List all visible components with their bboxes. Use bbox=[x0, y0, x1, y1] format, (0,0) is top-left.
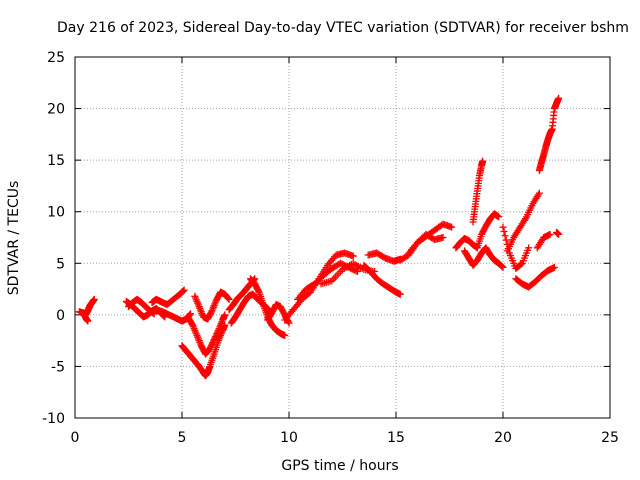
x-tick-label: 20 bbox=[494, 430, 512, 446]
data-point bbox=[504, 245, 512, 253]
data-point bbox=[448, 223, 456, 231]
data-point bbox=[479, 157, 487, 165]
data-point bbox=[503, 240, 511, 248]
data-point bbox=[206, 345, 214, 353]
data-point bbox=[221, 311, 229, 319]
y-tick-label: 15 bbox=[47, 153, 65, 169]
data-point bbox=[353, 268, 361, 276]
chart-title: Day 216 of 2023, Sidereal Day-to-day VTE… bbox=[57, 20, 629, 36]
data-point bbox=[501, 232, 509, 240]
y-tick-label: 10 bbox=[47, 205, 65, 221]
data-point bbox=[212, 333, 220, 341]
data-point bbox=[495, 213, 503, 221]
y-tick-label: -10 bbox=[42, 411, 65, 427]
data-point bbox=[180, 286, 188, 294]
data-point bbox=[535, 189, 543, 197]
data-point bbox=[498, 262, 506, 270]
data-point bbox=[179, 287, 187, 295]
data-point bbox=[396, 290, 404, 298]
y-tick-label: 20 bbox=[47, 102, 65, 118]
data-point bbox=[84, 317, 92, 325]
y-tick-label: 5 bbox=[56, 256, 65, 272]
data-point bbox=[498, 263, 506, 271]
data-point bbox=[187, 310, 195, 318]
data-point bbox=[209, 339, 217, 347]
data-point bbox=[439, 234, 447, 241]
data-point bbox=[210, 336, 218, 344]
data-point bbox=[207, 308, 215, 316]
data-point bbox=[225, 295, 233, 303]
data-point bbox=[349, 252, 357, 260]
data-point bbox=[502, 236, 510, 244]
y-tick-label: 0 bbox=[56, 308, 65, 324]
data-point bbox=[207, 343, 215, 351]
tick-labels: 0 5 10 15 20 25 -10 -5 0 5 10 15 20 25 bbox=[42, 50, 619, 446]
data-point bbox=[211, 334, 219, 342]
y-tick-label: 25 bbox=[47, 50, 65, 66]
data-point bbox=[499, 263, 507, 271]
x-tick-label: 10 bbox=[280, 430, 298, 446]
data-point bbox=[285, 319, 293, 327]
data-point bbox=[254, 287, 262, 295]
data-point bbox=[546, 230, 554, 238]
data-point bbox=[214, 328, 222, 336]
x-tick-label: 5 bbox=[178, 430, 187, 446]
y-axis-label: SDTVAR / TECUs bbox=[6, 181, 22, 296]
data-point bbox=[207, 342, 215, 350]
x-tick-label: 0 bbox=[71, 430, 80, 446]
data-point bbox=[500, 227, 508, 235]
data-point bbox=[555, 94, 563, 102]
data-point bbox=[525, 244, 533, 252]
data-point bbox=[212, 331, 220, 339]
y-tick-label: -5 bbox=[51, 359, 65, 375]
data-point bbox=[281, 331, 289, 339]
data-points bbox=[75, 94, 563, 380]
data-point bbox=[90, 295, 98, 303]
data-point bbox=[555, 230, 563, 238]
data-point bbox=[224, 295, 232, 303]
plot-frame bbox=[74, 56, 611, 419]
data-point bbox=[209, 337, 217, 345]
x-axis-label: GPS time / hours bbox=[281, 458, 398, 474]
data-point bbox=[499, 223, 507, 231]
x-tick-label: 25 bbox=[601, 430, 619, 446]
data-point bbox=[179, 287, 187, 295]
x-tick-label: 15 bbox=[387, 430, 405, 446]
data-point bbox=[550, 263, 558, 271]
data-point bbox=[352, 267, 360, 275]
data-point bbox=[213, 329, 221, 337]
data-point bbox=[208, 340, 216, 348]
